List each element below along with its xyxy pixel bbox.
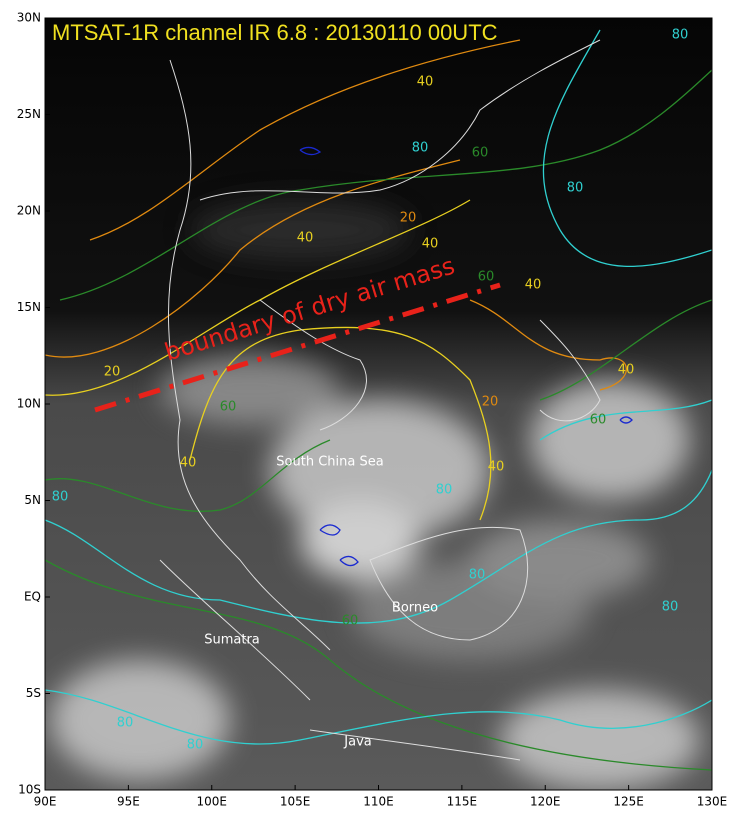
contour-label: 80 bbox=[187, 738, 204, 753]
x-tick-label: 100E bbox=[197, 795, 228, 809]
contour-label: 80 bbox=[469, 568, 486, 583]
contour-label: 20 bbox=[400, 211, 417, 226]
contour-label: 40 bbox=[618, 363, 635, 378]
place-label: Sumatra bbox=[204, 633, 260, 648]
contour-label: 40 bbox=[488, 460, 505, 475]
y-tick-label: 30N bbox=[17, 11, 41, 25]
x-tick-label: 130E bbox=[697, 795, 728, 809]
contour-label: 40 bbox=[525, 278, 542, 293]
contour-label: 40 bbox=[180, 456, 197, 471]
axes: 90E 95E 100E 105E 110E 115E 120E 125E 130E 30N 25N… bbox=[17, 11, 728, 809]
y-tick-label: 15N bbox=[17, 300, 41, 314]
satellite-image bbox=[45, 18, 712, 790]
contour-label: 60 bbox=[220, 400, 237, 415]
x-tick-label: 125E bbox=[613, 795, 644, 809]
contour-label: 60 bbox=[590, 413, 607, 428]
y-tick-label: 5N bbox=[24, 493, 41, 507]
contour-label: 60 bbox=[342, 614, 359, 629]
contour-label: 80 bbox=[567, 181, 584, 196]
y-tick-label: 10N bbox=[17, 397, 41, 411]
y-tick-label: 5S bbox=[26, 686, 41, 700]
contour-label: 80 bbox=[117, 716, 134, 731]
x-tick-label: 120E bbox=[530, 795, 561, 809]
contour-label: 80 bbox=[412, 141, 429, 156]
contour-label: 80 bbox=[52, 490, 69, 505]
contour-label: 40 bbox=[297, 231, 314, 246]
y-tick-label: 10S bbox=[18, 783, 41, 797]
place-label: Borneo bbox=[392, 601, 438, 616]
contours bbox=[45, 29, 712, 771]
y-tick-label: 20N bbox=[17, 204, 41, 218]
x-tick-label: 105E bbox=[280, 795, 311, 809]
contour-label: 40 bbox=[422, 237, 439, 252]
x-tick-label: 110E bbox=[363, 795, 394, 809]
contour-label: 60 bbox=[478, 270, 495, 285]
contour-labels: 80 40 80 60 40 80 20 40 20 40 60 40 20 40 40 60 80 60 80 80… bbox=[52, 28, 689, 753]
contour-label: 20 bbox=[104, 365, 121, 380]
title: MTSAT-1R channel IR 6.8 : 20130110 00UTC bbox=[52, 20, 498, 45]
contour-label: 20 bbox=[482, 395, 499, 410]
x-tick-label: 95E bbox=[117, 795, 140, 809]
contour-label: 80 bbox=[436, 483, 453, 498]
coastlines bbox=[159, 39, 601, 761]
place-label: South China Sea bbox=[276, 455, 383, 470]
x-tick-label: 115E bbox=[447, 795, 478, 809]
contour-label: 60 bbox=[472, 146, 489, 161]
contour-label: 80 bbox=[672, 28, 689, 43]
contour-label: 40 bbox=[417, 75, 434, 90]
y-tick-label: 25N bbox=[17, 107, 41, 121]
y-tick-label: EQ bbox=[24, 590, 41, 604]
x-tick-label: 90E bbox=[34, 795, 57, 809]
contour-label: 80 bbox=[662, 600, 679, 615]
place-label: Java bbox=[343, 735, 371, 750]
